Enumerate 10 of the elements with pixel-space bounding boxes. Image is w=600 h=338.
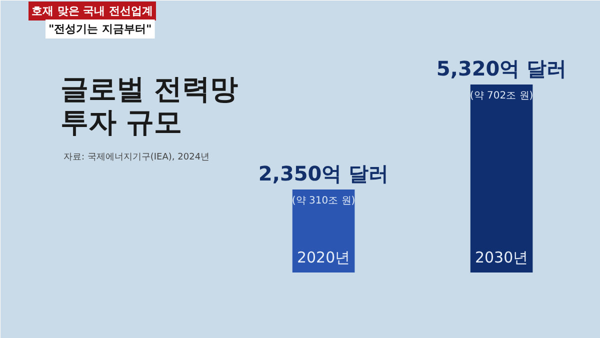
data-label: 2,350억 달러: [258, 161, 389, 186]
text: "전성기는 지금부터": [48, 22, 152, 36]
chart-title: 글로벌 전력망 투자 규모: [60, 72, 238, 138]
annotation: (약 310조 원): [292, 195, 356, 206]
x-tick-label: 2030년: [474, 248, 528, 267]
text: 자료: 국제에너지기구(IEA), 2024년: [64, 152, 210, 162]
data-label: 5,320억 달러: [436, 56, 567, 81]
x-tick-label: 2020년: [296, 248, 350, 267]
text: 호재 맞은 국내 전선업계: [32, 4, 153, 18]
annotation: (약 702조 원): [470, 90, 534, 102]
